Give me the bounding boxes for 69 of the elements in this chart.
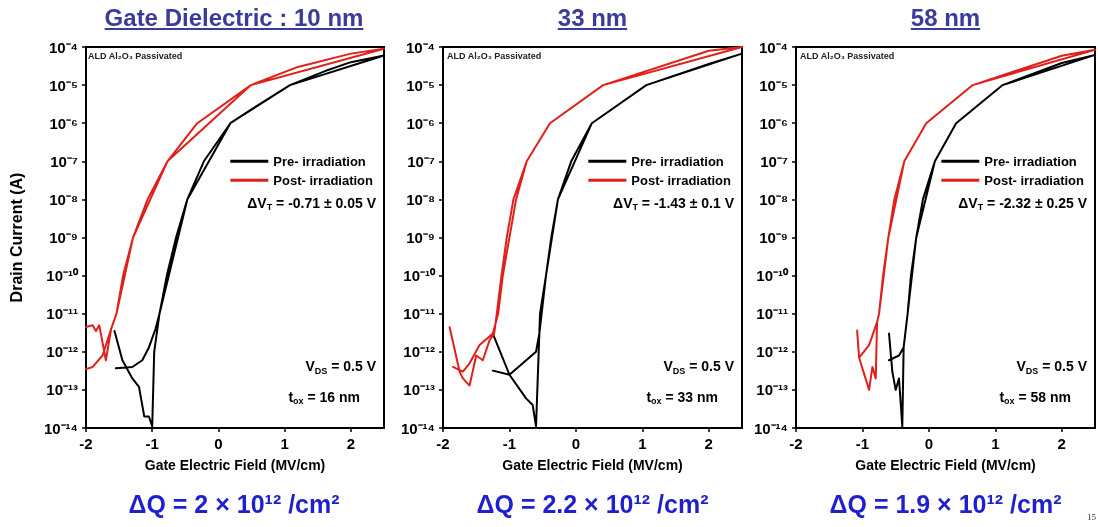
y-tick-label: 10⁻⁸ [406,190,435,208]
x-tick-label: 2 [346,435,356,452]
y-tick-label: 10⁻⁵ [406,76,435,94]
annotation: ALD Al₂O₃ Passivated [88,50,183,61]
y-tick-label: 10⁻⁸ [759,190,788,208]
text: ΔQ = 2.2 × 10¹² /cm² [476,490,709,519]
x-tick-label: -1 [855,435,870,452]
y-tick-label: 10⁻⁷ [50,152,78,170]
y-tick-label: 10⁻¹³ [403,381,435,399]
text: ΔQ = 1.9 × 10¹² /cm² [829,490,1062,519]
y-tick-label: 10⁻⁶ [759,114,788,132]
x-tick-label: -2 [789,435,803,452]
x-tick-label: -2 [436,435,450,452]
y-tick-label: 10⁻⁸ [49,190,78,208]
y-tick-label: 10⁻⁹ [759,229,788,246]
y-tick-label: 10⁻¹⁴ [753,419,788,437]
text: 15 [1087,512,1096,522]
y-tick-label: 10⁻¹³ [756,381,788,399]
x-axis-title: Gate Electric Field (MV/cm) [502,457,683,473]
y-tick-label: 10⁻¹¹ [756,305,788,323]
legend-label: Post- irradiation [984,172,1085,188]
y-tick-label: 10⁻⁷ [407,152,435,170]
chart-title: Gate Dielectric : 10 nm [104,4,364,32]
x-tick-label: 0 [924,435,934,452]
legend-label: Pre- irradiation [984,153,1077,169]
y-tick-label: 10⁻⁹ [406,229,435,246]
y-tick-label: 10⁻¹⁰ [403,267,436,285]
y-tick-label: 10⁻¹⁴ [43,419,78,437]
y-tick-label: 10⁻¹¹ [46,305,78,323]
y-tick-label: 10⁻⁵ [49,76,78,94]
x-tick-label: 1 [991,435,1000,452]
y-tick-label: 10⁻¹² [403,343,435,361]
legend-label: Post- irradiation [273,172,374,188]
y-tick-label: 10⁻⁷ [760,152,788,170]
y-tick-label: 10⁻¹² [46,343,78,361]
x-tick-label: 0 [571,435,581,452]
y-tick-label: 10⁻⁴ [758,38,788,56]
y-tick-label: 10⁻⁹ [49,229,78,246]
x-tick-label: -1 [145,435,159,452]
annotation: ALD Al₂O₃ Passivated [447,50,542,61]
x-axis-title: Gate Electric Field (MV/cm) [144,457,326,473]
chart-title: 58 nm [910,4,981,32]
x-axis-title: Gate Electric Field (MV/cm) [855,457,1036,473]
y-tick-label: 10⁻¹⁰ [756,267,789,285]
y-axis-title: Drain Current (A) [7,172,25,303]
x-tick-label: 1 [280,435,289,452]
y-tick-label: 10⁻¹² [756,343,788,361]
y-tick-label: 10⁻¹⁰ [46,267,79,285]
x-tick-label: -2 [79,435,93,452]
line-series [448,46,743,387]
x-tick-label: 1 [638,435,647,452]
y-tick-label: 10⁻⁵ [759,76,788,94]
y-tick-label: 10⁻⁴ [48,38,78,56]
legend-label: Pre- irradiation [631,153,724,169]
annotation: ALD Al₂O₃ Passivated [800,50,895,61]
y-tick-label: 10⁻¹¹ [403,305,435,323]
y-tick-label: 10⁻¹⁴ [400,419,435,437]
legend-label: Post- irradiation [631,172,732,188]
x-tick-label: 2 [704,435,713,452]
legend-label: Pre- irradiation [273,153,366,169]
y-tick-label: 10⁻⁶ [49,114,78,132]
x-tick-label: 2 [1057,435,1066,452]
x-tick-label: 0 [214,435,223,452]
y-tick-label: 10⁻⁴ [405,38,435,56]
chart-title: 33 nm [557,4,628,32]
y-tick-label: 10⁻⁶ [406,114,435,132]
x-tick-label: -1 [502,435,517,452]
y-tick-label: 10⁻¹³ [46,381,78,399]
text: ΔQ = 2 × 10¹² /cm² [128,490,340,519]
